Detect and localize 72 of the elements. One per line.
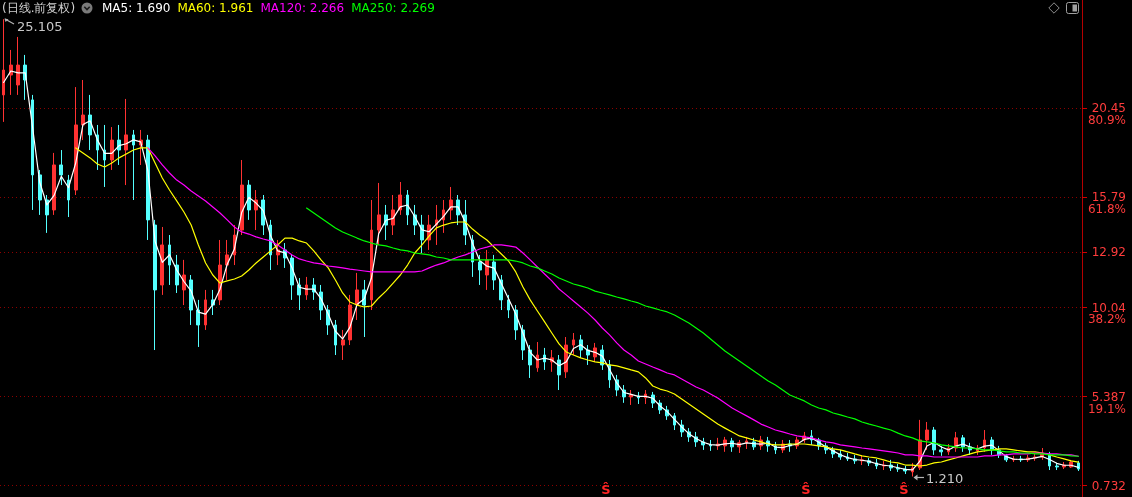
candlestick [939,445,943,457]
candlestick [341,329,345,361]
candlestick [572,332,575,356]
candlestick [117,124,121,166]
candlestick [961,434,965,453]
candlestick [110,126,114,171]
line-series [3,70,1079,471]
candlestick [925,421,929,451]
candlestick [492,254,496,291]
text: MA5: 1.690 [102,1,171,15]
y-tick-label: 12.92 [1091,245,1126,260]
y2-tick-label: 38.2% [1087,312,1126,327]
y2-tick-label: 19.1% [1087,401,1126,416]
candlestick [59,149,63,186]
text: MA250: 2.269 [351,1,435,15]
candlestick [334,319,337,356]
candlestick [442,199,445,234]
chart-title: (日线.前复权) [2,1,76,15]
candlestick [168,234,171,286]
y-tick-label: 5.387 [1091,389,1126,404]
candlestick [391,194,395,236]
candlestick [348,294,352,346]
candlestick [81,79,85,141]
candlestick [536,341,539,373]
candlestick [254,189,258,231]
annotation: Ŝ [601,482,611,497]
candlestick [406,189,409,226]
candlestick [478,254,482,286]
candlestick [362,279,366,338]
candlestick [240,159,244,236]
annotation: 25.105 [17,18,63,34]
candlestick [355,272,359,321]
candlestick [1055,462,1059,471]
candlestick [9,49,13,96]
candlestick [182,259,186,306]
candlestick [189,274,193,326]
text: MA60: 1.961 [177,1,254,15]
annotation: Ŝ [899,482,909,497]
candlestick [132,129,135,201]
candlestick [196,299,200,348]
candlestick [420,214,424,254]
candlestick [377,182,381,246]
candlestick [305,276,308,301]
candlestick [153,219,157,351]
text: MA120: 2.266 [260,1,345,15]
candlestick [103,124,106,188]
candlestick [398,181,402,216]
y-tick-label: 0.732 [1091,478,1126,493]
candlestick [124,98,128,186]
annotation: Ŝ [801,482,811,497]
candlestick [16,36,20,96]
candlestick [160,226,164,296]
y2-tick-label: 61.8% [1087,202,1126,217]
candlestick [1077,460,1080,472]
candlestick [709,439,712,452]
candlestick [247,179,251,221]
y-tick-label: 20.45 [1091,101,1126,116]
candlestick [629,389,633,406]
y2-tick-label: 80.9% [1087,113,1126,128]
candlestick [31,94,34,211]
annotation: 1.210 [926,470,964,486]
candlestick [175,254,179,294]
candlestick [507,294,510,319]
candlestick [204,289,207,331]
y-tick-label: 15.79 [1091,190,1126,205]
line-series [305,207,1079,457]
y-tick-label: 10.04 [1091,300,1126,315]
candlestick [297,277,301,311]
candlestick [435,204,438,246]
candlestick [932,426,936,456]
candlestick [52,152,56,216]
candlestick [557,354,561,391]
